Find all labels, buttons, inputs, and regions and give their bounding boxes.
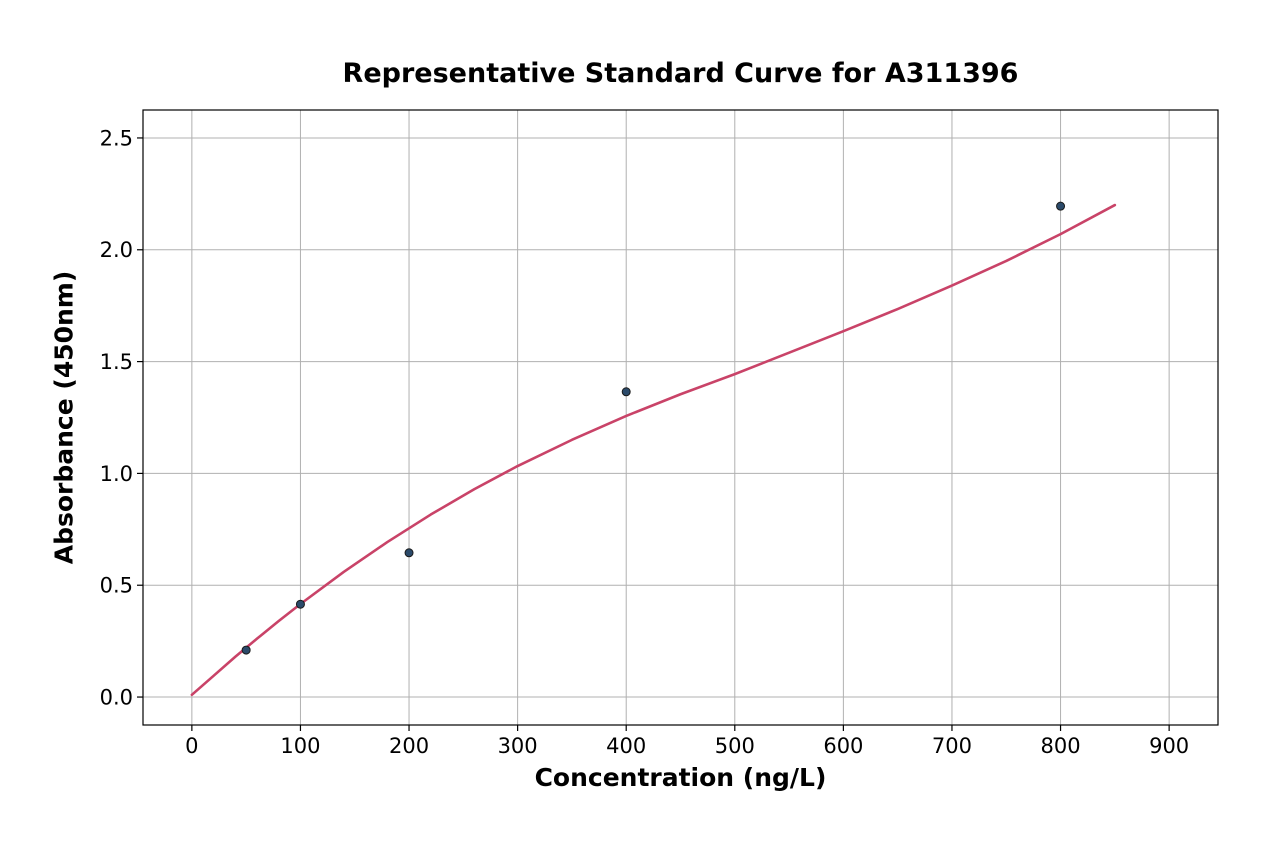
- xtick-label: 500: [715, 734, 755, 758]
- chart-svg: 0 100 200 300 400 500 600 700 800 900 0.0 0.5 1.0 1.5…: [0, 0, 1280, 845]
- x-axis-label: Concentration (ng/L): [535, 763, 827, 792]
- xtick-label: 0: [185, 734, 198, 758]
- fit-curve: [192, 205, 1115, 695]
- data-point: [405, 549, 413, 557]
- xtick-label: 300: [498, 734, 538, 758]
- ytick-label: 0.5: [100, 574, 133, 598]
- data-point: [622, 388, 630, 396]
- ytick-label: 1.0: [100, 462, 133, 486]
- data-point: [242, 646, 250, 654]
- ytick-label: 1.5: [100, 350, 133, 374]
- chart-figure: 0 100 200 300 400 500 600 700 800 900 0.0 0.5 1.0 1.5…: [0, 0, 1280, 845]
- axes-spine: [143, 110, 1218, 725]
- ytick-label: 2.0: [100, 238, 133, 262]
- xtick-label: 100: [280, 734, 320, 758]
- chart-title: Representative Standard Curve for A31139…: [343, 58, 1019, 89]
- xtick-label: 700: [932, 734, 972, 758]
- ytick-label: 2.5: [100, 126, 133, 150]
- data-point: [296, 600, 304, 608]
- xtick-label: 800: [1041, 734, 1081, 758]
- y-axis-label: Absorbance (450nm): [50, 271, 79, 565]
- xtick-label: 900: [1149, 734, 1189, 758]
- ytick-label: 0.0: [100, 685, 133, 709]
- xtick-label: 200: [389, 734, 429, 758]
- xtick-label: 400: [606, 734, 646, 758]
- data-point: [1057, 202, 1065, 210]
- xtick-label: 600: [823, 734, 863, 758]
